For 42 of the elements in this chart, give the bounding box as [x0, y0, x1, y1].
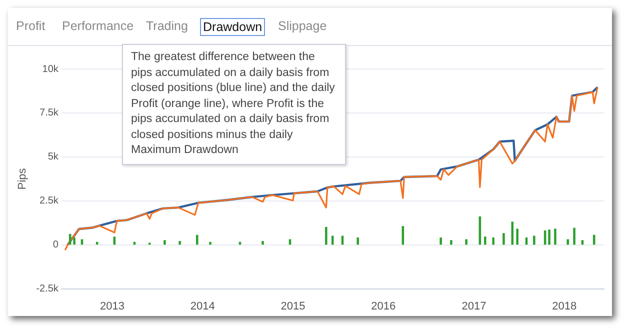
bar — [492, 237, 494, 245]
bar — [325, 226, 328, 245]
bar — [178, 240, 181, 245]
text: Slippage — [277, 18, 328, 34]
text: Profit — [15, 18, 46, 34]
bar — [450, 240, 452, 245]
bar — [511, 222, 514, 245]
bar — [73, 237, 76, 245]
bar — [465, 239, 468, 245]
bar — [548, 230, 550, 245]
x-tick-label: 2016 — [371, 300, 396, 312]
bar — [164, 240, 166, 245]
x-tick-label: 2018 — [552, 300, 577, 312]
x-tick-label: 2015 — [280, 300, 306, 312]
y-tick-label: 2.5k — [40, 196, 60, 207]
bar — [484, 236, 486, 245]
y-axis-title: Pips — [16, 168, 29, 190]
y-tick-label: -2.5k — [36, 284, 60, 295]
y-tick-label: 7.5k — [40, 108, 60, 119]
bar — [196, 234, 198, 245]
x-tick-label: 2014 — [190, 300, 215, 312]
bar — [262, 240, 264, 245]
annotation: The greatest difference between the pips accumulated on a daily basis from closed positions (blue line) and the daily Profit (orange line), where Profit is the pips accumulated on a daily basis from closed positions minus the daily Maximum Drawdown — [122, 44, 346, 164]
bar — [80, 239, 84, 245]
bar — [554, 228, 556, 245]
bar — [502, 233, 505, 245]
x-tick-label: 2017 — [462, 300, 486, 312]
bar — [209, 242, 212, 245]
bar — [516, 228, 518, 245]
bar — [573, 228, 576, 245]
bar — [288, 239, 292, 245]
bar — [533, 236, 536, 245]
y-tick-label: 10k — [42, 64, 60, 75]
bar — [440, 237, 442, 245]
bar — [356, 237, 359, 245]
text: Drawdown — [200, 18, 266, 36]
x-tick-label: 2013 — [100, 300, 124, 312]
y-tick-label: 0 — [52, 240, 59, 251]
text: Performance — [61, 18, 135, 34]
text: Trading — [145, 18, 189, 34]
y-tick-label: 5k — [48, 152, 60, 163]
bar — [566, 239, 569, 245]
